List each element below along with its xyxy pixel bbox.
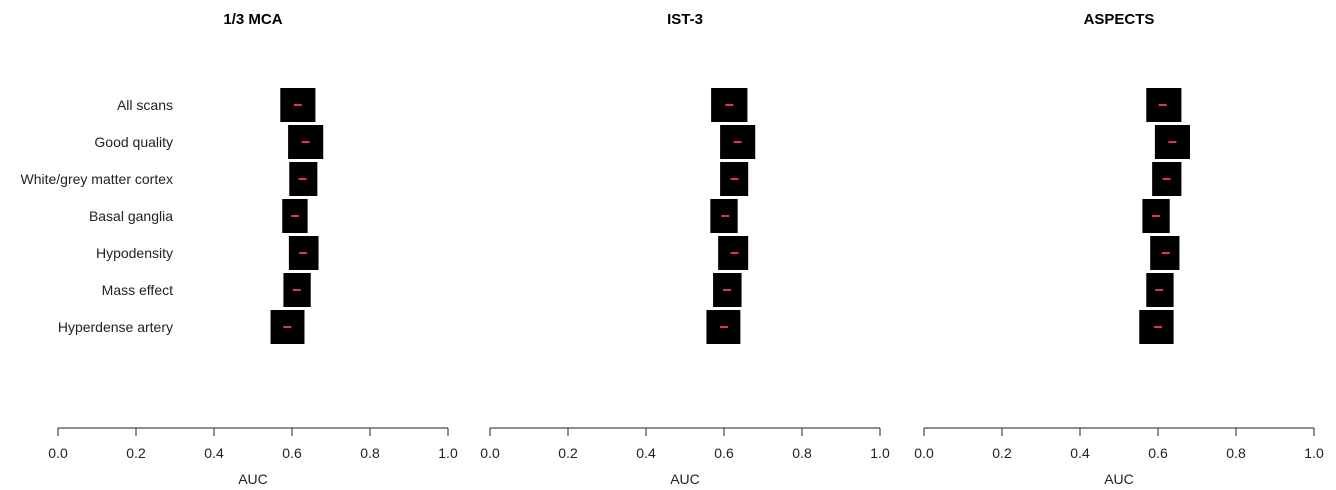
x-tick-label: 0.2 xyxy=(558,445,578,461)
x-tick-label: 0.4 xyxy=(204,445,224,461)
row-label: Good quality xyxy=(94,134,173,150)
row-label: White/grey matter cortex xyxy=(21,171,174,187)
x-tick-label: 1.0 xyxy=(1304,445,1324,461)
panel-title-2: IST-3 xyxy=(667,11,703,28)
row-label: All scans xyxy=(117,97,173,113)
x-tick-label: 0.8 xyxy=(360,445,380,461)
x-tick-label: 0.0 xyxy=(914,445,934,461)
x-tick-label: 0.4 xyxy=(636,445,656,461)
x-tick-label: 0.8 xyxy=(792,445,812,461)
x-axis-label: AUC xyxy=(238,471,268,487)
x-tick-label: 0.2 xyxy=(126,445,146,461)
x-tick-label: 0.0 xyxy=(48,445,68,461)
x-tick-label: 0.0 xyxy=(480,445,500,461)
x-tick-label: 0.6 xyxy=(1148,445,1168,461)
x-tick-label: 0.6 xyxy=(282,445,302,461)
x-tick-label: 1.0 xyxy=(438,445,458,461)
panel-title-1: 1/3 MCA xyxy=(223,11,282,28)
row-label: Hyperdense artery xyxy=(58,319,173,335)
x-tick-label: 0.8 xyxy=(1226,445,1246,461)
panel-title-3: ASPECTS xyxy=(1084,11,1155,28)
x-axis-label: AUC xyxy=(670,471,700,487)
x-axis-label: AUC xyxy=(1104,471,1134,487)
x-tick-label: 1.0 xyxy=(870,445,890,461)
row-label: Basal ganglia xyxy=(89,208,173,224)
x-tick-label: 0.2 xyxy=(992,445,1012,461)
row-label: Hypodensity xyxy=(96,245,173,261)
x-tick-label: 0.6 xyxy=(714,445,734,461)
x-tick-label: 0.4 xyxy=(1070,445,1090,461)
row-label: Mass effect xyxy=(102,282,173,298)
